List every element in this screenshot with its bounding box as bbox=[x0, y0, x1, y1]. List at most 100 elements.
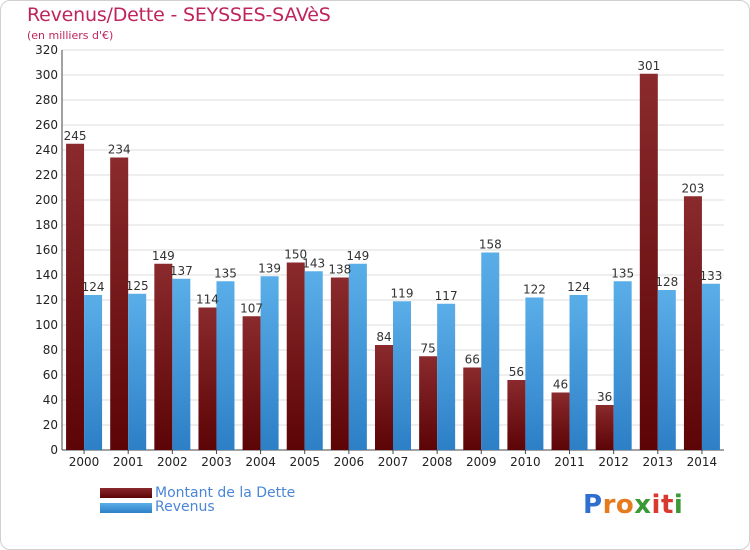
x-tick-label: 2014 bbox=[687, 455, 718, 469]
data-label-revenus: 128 bbox=[655, 275, 678, 289]
data-label-dette: 56 bbox=[509, 365, 524, 379]
logo-letter: i bbox=[651, 490, 661, 520]
x-tick-label: 2008 bbox=[422, 455, 453, 469]
data-label-dette: 138 bbox=[328, 263, 351, 277]
axes: 0 20 40 60 80 100 120 140 160 180 200 220 240 260 280 3… bbox=[35, 43, 724, 469]
data-label-revenus: 137 bbox=[170, 264, 193, 278]
x-tick-label: 2004 bbox=[245, 455, 276, 469]
data-label-revenus: 119 bbox=[391, 286, 414, 300]
y-tick-label: 80 bbox=[43, 343, 58, 357]
y-tick-label: 180 bbox=[35, 218, 58, 232]
bar-dette bbox=[507, 380, 526, 450]
bar-revenus bbox=[613, 281, 632, 450]
legend-swatch-debt bbox=[100, 488, 152, 498]
y-tick-label: 20 bbox=[43, 418, 58, 432]
y-tick-label: 260 bbox=[35, 118, 58, 132]
data-label-revenus: 125 bbox=[126, 279, 149, 293]
data-label-dette: 114 bbox=[196, 293, 219, 307]
logo-letter: x bbox=[634, 490, 652, 520]
legend-label-revenus: Revenus bbox=[155, 499, 215, 515]
y-tick-label: 60 bbox=[43, 368, 58, 382]
y-tick-label: 200 bbox=[35, 193, 58, 207]
bar-revenus bbox=[128, 293, 147, 450]
data-label-revenus: 122 bbox=[523, 283, 546, 297]
bar-dette bbox=[330, 277, 349, 450]
legend-label-debt: Montant de la Dette bbox=[155, 485, 296, 501]
bar-revenus bbox=[569, 295, 588, 450]
bar-dette bbox=[198, 307, 217, 450]
data-label-dette: 149 bbox=[152, 249, 175, 263]
data-label-revenus: 143 bbox=[302, 256, 325, 270]
logo-letter: t bbox=[660, 490, 674, 520]
bar-revenus bbox=[84, 295, 103, 450]
logo-letter: r bbox=[602, 490, 616, 520]
data-label-revenus: 117 bbox=[435, 289, 458, 303]
y-tick-label: 140 bbox=[35, 268, 58, 282]
data-label-dette: 301 bbox=[637, 59, 660, 73]
y-tick-label: 300 bbox=[35, 68, 58, 82]
logo-letter: o bbox=[615, 490, 635, 520]
bar-dette bbox=[286, 262, 305, 450]
bar-revenus bbox=[437, 303, 456, 450]
bar-revenus bbox=[525, 297, 544, 450]
data-label-dette: 234 bbox=[108, 143, 131, 157]
bar-revenus bbox=[348, 263, 367, 450]
x-tick-label: 2006 bbox=[334, 455, 365, 469]
x-tick-label: 2002 bbox=[157, 455, 188, 469]
data-label-dette: 84 bbox=[376, 330, 391, 344]
y-tick-label: 220 bbox=[35, 168, 58, 182]
data-label-revenus: 133 bbox=[699, 269, 722, 283]
bar-dette bbox=[154, 263, 173, 450]
x-tick-label: 2013 bbox=[643, 455, 674, 469]
x-tick-label: 2003 bbox=[201, 455, 232, 469]
bar-revenus bbox=[304, 271, 323, 450]
y-tick-label: 120 bbox=[35, 293, 58, 307]
data-label-dette: 203 bbox=[681, 181, 704, 195]
legend-swatch-revenus bbox=[100, 503, 152, 513]
bar-dette bbox=[639, 73, 658, 450]
y-tick-label: 100 bbox=[35, 318, 58, 332]
y-tick-label: 280 bbox=[35, 93, 58, 107]
data-label-dette: 75 bbox=[420, 341, 435, 355]
bar-dette bbox=[66, 143, 85, 450]
data-label-revenus: 158 bbox=[479, 238, 502, 252]
bar-dette bbox=[375, 345, 393, 450]
chart-subtitle: (en milliers d'€) bbox=[27, 29, 114, 42]
bar-dette bbox=[110, 157, 129, 450]
bar-dette bbox=[463, 367, 482, 450]
bar-dette bbox=[551, 392, 570, 450]
logo-letter: i bbox=[673, 490, 684, 520]
x-tick-label: 2000 bbox=[69, 455, 100, 469]
bar-revenus bbox=[481, 252, 500, 450]
x-tick-label: 2001 bbox=[113, 455, 144, 469]
x-tick-label: 2005 bbox=[289, 455, 320, 469]
data-label-dette: 66 bbox=[465, 353, 480, 367]
bar-revenus bbox=[172, 278, 191, 450]
bar-dette bbox=[242, 316, 261, 450]
bar-revenus bbox=[701, 283, 720, 450]
x-tick-label: 2011 bbox=[554, 455, 585, 469]
data-label-revenus: 149 bbox=[346, 249, 369, 263]
data-label-dette: 245 bbox=[64, 129, 87, 143]
bar-revenus bbox=[657, 290, 676, 450]
x-tick-label: 2007 bbox=[378, 455, 409, 469]
data-label-dette: 46 bbox=[553, 378, 568, 392]
bar-dette bbox=[683, 196, 702, 450]
y-tick-label: 320 bbox=[35, 43, 58, 57]
data-label-revenus: 135 bbox=[611, 266, 634, 280]
bar-revenus bbox=[216, 281, 235, 450]
bar-revenus bbox=[260, 276, 279, 450]
bar-dette bbox=[419, 356, 438, 450]
data-label-revenus: 124 bbox=[567, 280, 590, 294]
x-tick-label: 2009 bbox=[466, 455, 497, 469]
y-tick-label: 160 bbox=[35, 243, 58, 257]
bars bbox=[66, 73, 720, 450]
data-label-dette: 107 bbox=[240, 301, 263, 315]
data-label-revenus: 139 bbox=[258, 261, 281, 275]
chart-title: Revenus/Dette - SEYSSES-SAVèS bbox=[27, 4, 331, 26]
data-label-revenus: 124 bbox=[82, 280, 105, 294]
data-label-dette: 36 bbox=[597, 390, 612, 404]
logo-letter: P bbox=[583, 490, 603, 520]
